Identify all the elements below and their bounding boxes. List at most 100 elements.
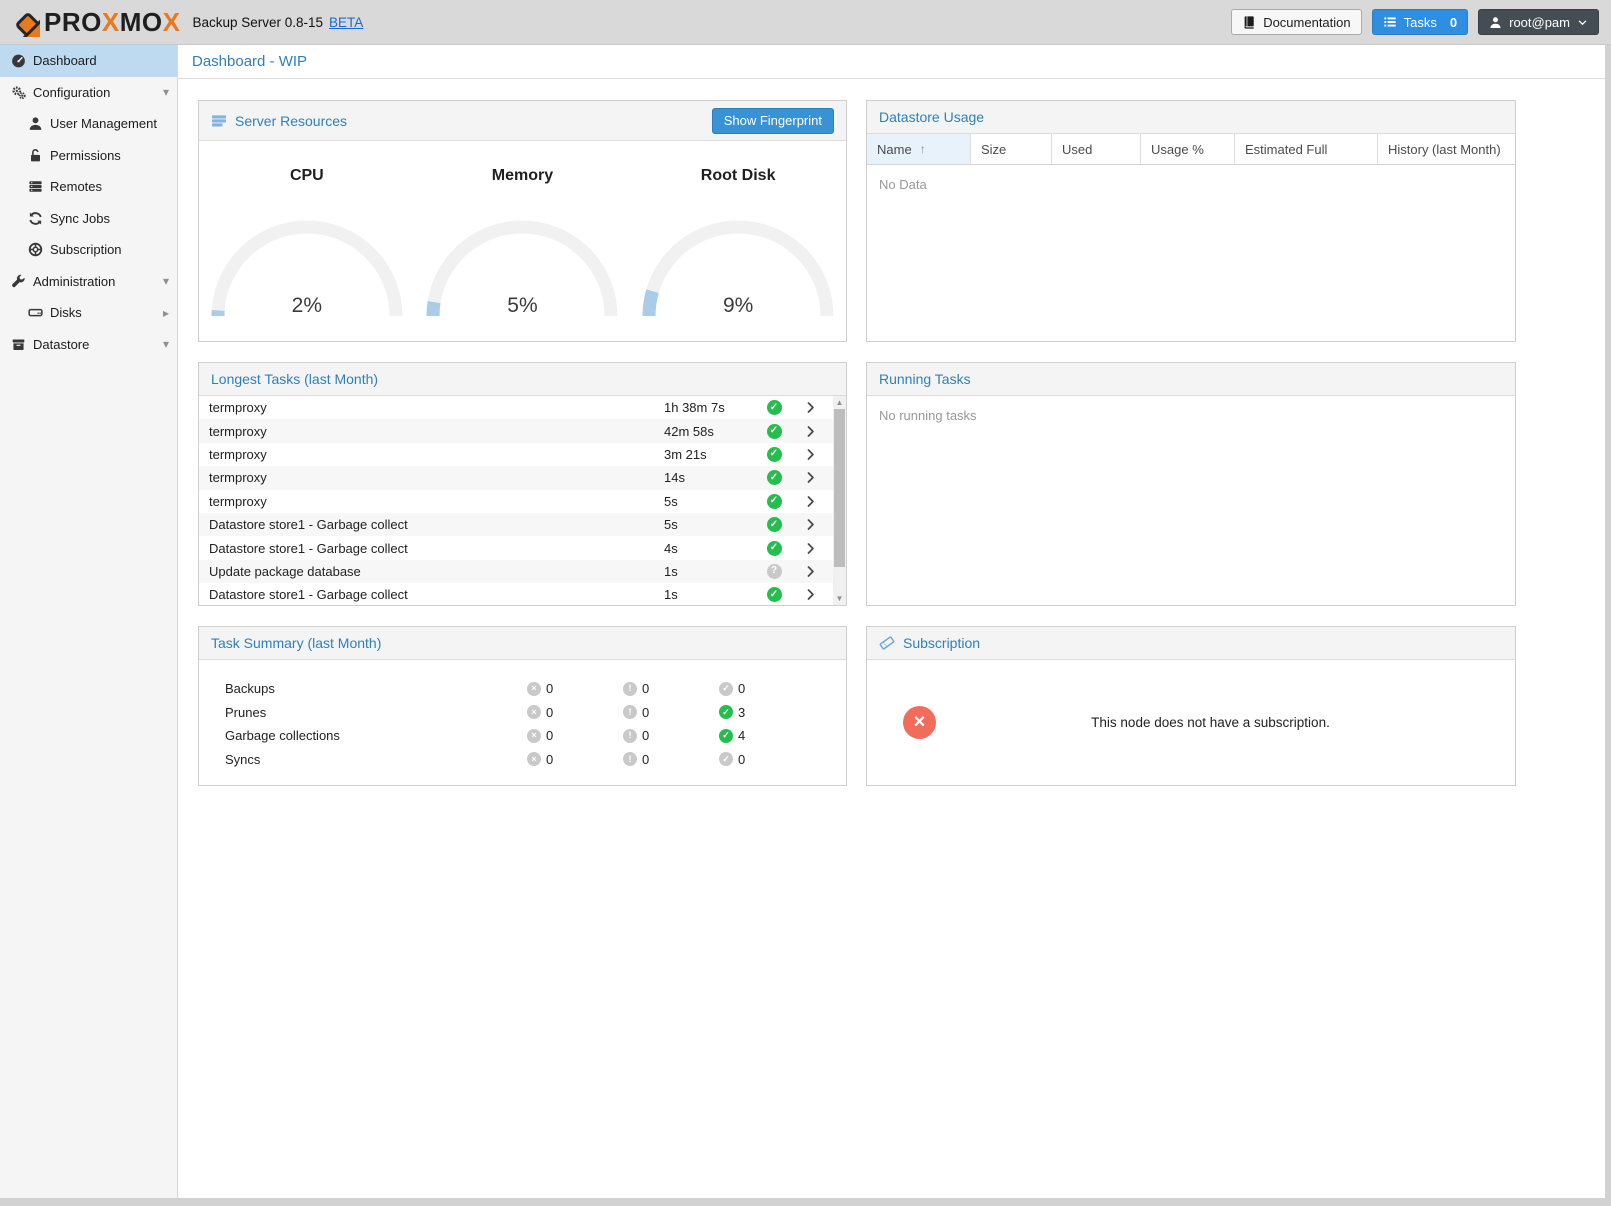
task-row[interactable]: termproxy 3m 21s ✓: [199, 443, 833, 466]
task-open-button[interactable]: [792, 425, 828, 438]
task-row[interactable]: termproxy 5s ✓: [199, 490, 833, 513]
task-row[interactable]: Datastore store1 - Garbage collect 4s ✓: [199, 536, 833, 559]
error-circle-icon: ×: [527, 752, 541, 767]
check-circle-icon: ✓: [766, 517, 782, 533]
sidebar-item-label: Dashboard: [33, 53, 97, 69]
sidebar-item-permissions[interactable]: Permissions: [0, 140, 177, 172]
sidebar-item-user-management[interactable]: User Management: [0, 108, 177, 140]
dashboard-content: Server Resources Show Fingerprint CPU 2% M…: [178, 79, 1605, 786]
caret-down-icon[interactable]: ▾: [162, 337, 169, 352]
summary-ok-cell: ✓ 0: [719, 752, 815, 767]
summary-warning-cell: ! 0: [623, 705, 719, 720]
documentation-button[interactable]: Documentation: [1231, 9, 1362, 35]
task-name: Datastore store1 - Garbage collect: [209, 587, 408, 603]
archive-icon: [10, 337, 27, 352]
task-open-button[interactable]: [792, 448, 828, 461]
task-open-button[interactable]: [792, 588, 828, 601]
task-summary-title: Task Summary (last Month): [211, 635, 382, 651]
sidebar-item-subscription[interactable]: Subscription: [0, 234, 177, 266]
app-body: Dashboard Configuration ▾ User Management Pe…: [0, 45, 1611, 1198]
task-status: ✓: [756, 493, 792, 509]
summary-warning-count: 0: [642, 681, 650, 697]
tasks-button[interactable]: Tasks 0: [1371, 9, 1469, 35]
sidebar-item-label: User Management: [50, 116, 157, 132]
unlock-icon: [27, 148, 44, 163]
summary-row-syncs: Syncs × 0! 0 ✓ 0: [199, 748, 846, 772]
sync-icon: [27, 211, 44, 226]
task-duration: 3m 21s: [664, 446, 707, 462]
wrench-icon: [10, 274, 27, 289]
column-header-size[interactable]: Size: [971, 134, 1052, 164]
datastore-usage-header: Datastore Usage: [867, 101, 1515, 134]
task-row[interactable]: Datastore store1 - Garbage collect 1s ✓: [199, 583, 833, 605]
user-menu-button[interactable]: root@pam: [1478, 9, 1599, 35]
column-header-name[interactable]: Name ↑: [867, 134, 971, 164]
running-tasks-title: Running Tasks: [879, 371, 971, 387]
column-header-history-last-month[interactable]: History (last Month): [1388, 141, 1501, 157]
subscription-message: This node does not have a subscription.: [1091, 715, 1330, 730]
summary-ok-count: 0: [738, 751, 746, 767]
sidebar-item-label: Datastore: [33, 336, 90, 352]
brand-text: PROXMOX: [44, 7, 181, 37]
scrollbar-thumb[interactable]: [834, 409, 845, 567]
server-resources-panel: Server Resources Show Fingerprint CPU 2% M…: [198, 100, 847, 342]
show-fingerprint-button[interactable]: Show Fingerprint: [711, 107, 834, 134]
server-icon: [27, 179, 44, 194]
caret-down-icon[interactable]: ▾: [162, 274, 169, 289]
task-row[interactable]: termproxy 1h 38m 7s ✓: [199, 396, 833, 419]
error-circle-icon: ×: [527, 728, 541, 743]
sidebar-item-configuration[interactable]: Configuration ▾: [0, 77, 177, 109]
beta-link[interactable]: BETA: [329, 14, 364, 30]
task-row[interactable]: Datastore store1 - Garbage collect 5s ✓: [199, 512, 833, 537]
gauge-value: 5%: [507, 294, 538, 317]
column-header-used[interactable]: Used: [1052, 134, 1141, 164]
task-open-button[interactable]: [792, 495, 828, 508]
warning-circle-icon: !: [623, 681, 637, 696]
task-open-button[interactable]: [792, 471, 828, 484]
subscription-body: × This node does not have a subscription…: [867, 660, 1515, 785]
server-bars-icon: [211, 113, 227, 129]
sidebar-item-disks[interactable]: Disks ▸: [0, 297, 177, 329]
product-version: Backup Server 0.8-15: [192, 14, 324, 30]
task-list-icon: [1383, 15, 1397, 29]
caret-right-icon[interactable]: ▸: [162, 305, 169, 320]
page-title: Dashboard - WIP: [178, 45, 1605, 79]
summary-error-count: 0: [546, 681, 554, 697]
column-header-usage[interactable]: Usage %: [1141, 134, 1235, 164]
task-row[interactable]: Update package database 1s?: [199, 559, 833, 584]
task-open-button[interactable]: [792, 518, 828, 531]
server-resources-gauges: CPU 2% Memory 5% Root Disk 9%: [199, 141, 846, 341]
scroll-up-arrow-icon[interactable]: ▲: [835, 398, 844, 407]
gauge-value: 2%: [291, 294, 322, 317]
gauge-arc: 5%: [422, 215, 622, 320]
task-status: ✓: [756, 400, 792, 416]
summary-warning-cell: ! 0: [623, 752, 719, 767]
check-circle-icon: ✓: [719, 705, 733, 720]
proxmox-logo: PROXMOX: [10, 7, 180, 37]
longest-tasks-list: termproxy 1h 38m 7s ✓ termproxy 42m 58s ✓ term…: [199, 396, 833, 605]
caret-down-icon[interactable]: ▾: [162, 85, 169, 100]
check-circle-icon: ✓: [719, 728, 733, 743]
task-status: ?: [756, 563, 792, 579]
scrollbar[interactable]: ▲ ▼: [833, 396, 846, 605]
summary-row-prunes: Prunes × 0! 0 ✓ 3: [199, 701, 846, 725]
sidebar-item-remotes[interactable]: Remotes: [0, 171, 177, 203]
task-open-button[interactable]: [792, 565, 828, 578]
sidebar-item-label: Subscription: [50, 242, 122, 258]
sidebar-item-datastore[interactable]: Datastore ▾: [0, 329, 177, 361]
task-open-button[interactable]: [792, 542, 828, 555]
task-row[interactable]: termproxy 14s ✓: [199, 466, 833, 490]
scroll-down-arrow-icon[interactable]: ▼: [835, 594, 844, 603]
column-header-estimated-full[interactable]: Estimated Full: [1235, 134, 1378, 164]
gauge-value: 9%: [722, 294, 754, 317]
sidebar-item-sync-jobs[interactable]: Sync Jobs: [0, 203, 177, 235]
datastore-usage-panel: Datastore Usage Name ↑ Size Used Usage % Esti…: [866, 100, 1516, 342]
running-tasks-empty-text: No running tasks: [879, 408, 977, 423]
summary-warning-cell: ! 0: [623, 681, 719, 696]
sidebar-item-dashboard[interactable]: Dashboard: [0, 45, 177, 77]
user-icon: [1489, 16, 1502, 29]
task-row[interactable]: termproxy 42m 58s ✓: [199, 419, 833, 443]
sidebar-item-administration[interactable]: Administration ▾: [0, 266, 177, 298]
check-circle-icon: ✓: [766, 446, 782, 462]
task-open-button[interactable]: [792, 401, 828, 414]
